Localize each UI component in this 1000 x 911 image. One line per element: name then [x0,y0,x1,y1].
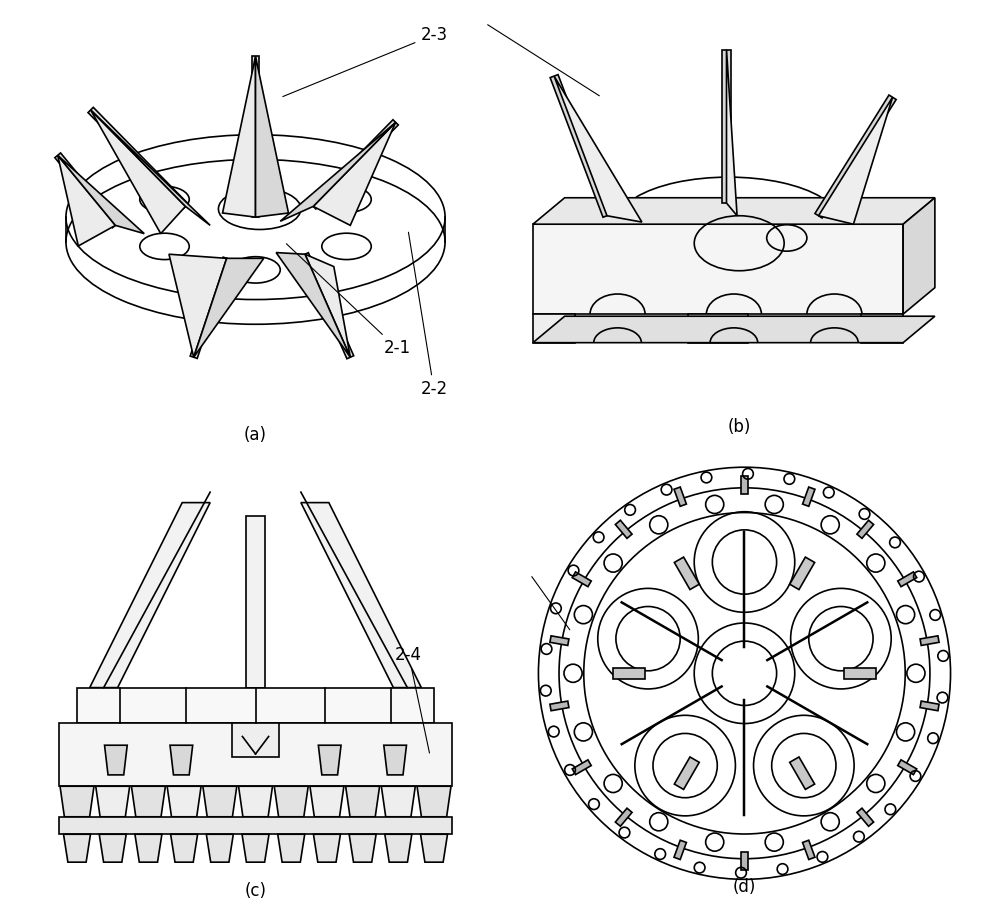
Polygon shape [385,834,412,862]
Polygon shape [99,834,126,862]
Polygon shape [613,668,645,679]
Polygon shape [91,110,185,233]
Polygon shape [278,834,305,862]
Polygon shape [572,572,591,587]
Polygon shape [554,77,642,222]
Polygon shape [550,75,611,217]
Polygon shape [674,840,686,859]
Polygon shape [302,252,354,359]
Polygon shape [384,745,406,775]
Polygon shape [674,487,686,507]
Polygon shape [55,153,118,228]
Polygon shape [311,119,398,209]
Polygon shape [550,636,569,646]
Polygon shape [857,520,874,538]
Polygon shape [90,503,210,688]
Polygon shape [819,97,893,224]
Polygon shape [305,254,350,357]
Polygon shape [242,834,269,862]
Text: 2-2: 2-2 [408,232,447,398]
Polygon shape [59,722,452,786]
Polygon shape [58,155,144,233]
Polygon shape [533,198,935,224]
Polygon shape [274,786,308,817]
Polygon shape [96,786,130,817]
Polygon shape [674,558,699,589]
Text: 2-1: 2-1 [286,244,410,357]
Polygon shape [920,636,939,646]
Polygon shape [313,834,340,862]
Polygon shape [256,56,288,217]
Polygon shape [674,757,699,790]
Polygon shape [64,834,90,862]
Polygon shape [91,110,210,225]
Polygon shape [135,834,162,862]
Polygon shape [131,786,165,817]
Polygon shape [190,257,230,358]
Polygon shape [898,572,917,587]
Polygon shape [815,95,896,218]
Polygon shape [301,503,421,688]
Polygon shape [920,701,939,711]
Polygon shape [533,224,903,314]
Polygon shape [105,745,127,775]
Polygon shape [313,122,396,225]
Polygon shape [77,688,434,722]
Polygon shape [310,786,344,817]
Polygon shape [572,760,591,774]
Polygon shape [58,155,115,246]
Polygon shape [803,487,815,507]
Polygon shape [239,786,272,817]
Polygon shape [722,50,731,203]
Polygon shape [59,817,452,834]
Polygon shape [727,50,737,216]
Polygon shape [861,314,903,343]
Polygon shape [206,834,233,862]
Polygon shape [550,701,569,711]
Text: (d): (d) [733,878,756,896]
Polygon shape [533,314,575,343]
Polygon shape [857,808,874,826]
Polygon shape [615,520,632,538]
Polygon shape [790,757,815,790]
Polygon shape [318,745,341,775]
Polygon shape [170,745,193,775]
Polygon shape [381,786,415,817]
Polygon shape [898,760,917,774]
Polygon shape [194,259,264,357]
Polygon shape [246,516,265,688]
Polygon shape [803,840,815,859]
Polygon shape [417,786,451,817]
Polygon shape [741,852,748,870]
Polygon shape [276,252,350,357]
Polygon shape [346,786,380,817]
Polygon shape [167,786,201,817]
Polygon shape [349,834,376,862]
Polygon shape [844,668,876,679]
Polygon shape [741,476,748,495]
Polygon shape [903,198,935,314]
Polygon shape [252,56,259,217]
Text: (c): (c) [245,882,267,900]
Polygon shape [60,786,94,817]
Text: (a): (a) [244,425,267,444]
Text: 2-3: 2-3 [283,26,447,97]
Polygon shape [171,834,198,862]
Polygon shape [533,316,935,343]
Polygon shape [88,107,188,209]
Polygon shape [232,722,279,757]
Text: 2-4: 2-4 [395,646,429,753]
Polygon shape [169,254,227,357]
Polygon shape [203,786,237,817]
Polygon shape [688,314,748,343]
Polygon shape [280,122,396,221]
Polygon shape [615,808,632,826]
Polygon shape [223,56,256,217]
Text: (b): (b) [728,418,751,435]
Polygon shape [421,834,448,862]
Polygon shape [790,558,815,589]
